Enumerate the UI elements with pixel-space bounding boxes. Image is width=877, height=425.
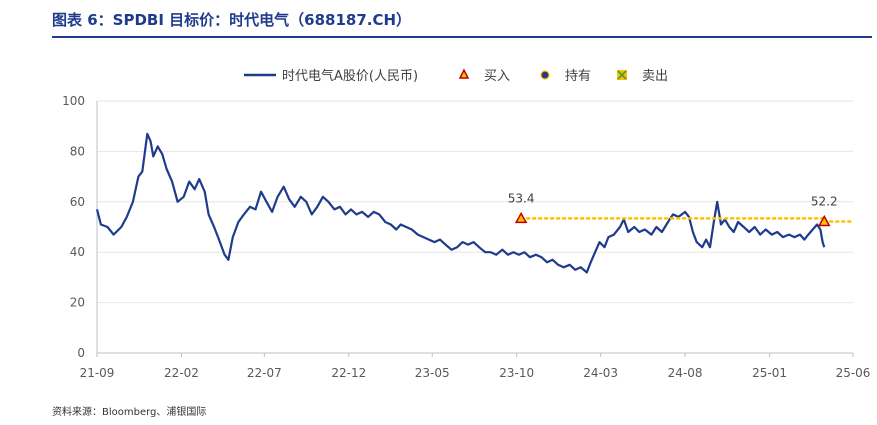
title-divider <box>52 36 872 38</box>
legend-hold-swatch <box>540 70 550 80</box>
price-line <box>95 132 826 274</box>
source-note: 资料来源：Bloomberg、浦银国际 <box>52 407 207 418</box>
buy-marker <box>818 214 831 227</box>
x-tick-label: 22-02 <box>164 366 199 380</box>
legend-sell-cross <box>617 70 627 80</box>
x-tick-label: 25-06 <box>836 366 871 380</box>
legend-label: 买入 <box>484 69 510 84</box>
x-tick-label: 22-12 <box>331 366 366 380</box>
y-tick-label: 60 <box>70 195 85 209</box>
legend-label: 时代电气A股价(人民币) <box>282 68 418 84</box>
x-tick-label: 25-01 <box>752 366 787 380</box>
x-tick-label: 23-05 <box>415 366 450 380</box>
chart-title: 图表 6：SPDBI 目标价：时代电气（688187.CH） <box>52 11 412 29</box>
axes: 0 20 40 60 80 100 21-09 22-02 22-07 22-12 23-05 23-… <box>62 94 870 380</box>
y-tick-label: 100 <box>62 94 85 108</box>
x-tick-label: 24-03 <box>583 366 618 380</box>
legend-label: 持有 <box>565 69 591 84</box>
y-tick-label: 0 <box>77 346 85 360</box>
target-price-line <box>519 217 855 223</box>
stock-price-chart: 0 20 40 60 80 100 21-09 22-02 22-07 22-12 23-05 23-… <box>62 68 870 380</box>
legend: 时代电气A股价(人民币) 买入 持有 卖出 <box>244 68 668 84</box>
target-price-label: 52.2 <box>811 194 838 208</box>
y-tick-label: 20 <box>70 296 85 310</box>
buy-marker <box>514 211 528 224</box>
target-price-label: 53.4 <box>508 191 535 205</box>
legend-label: 卖出 <box>642 69 668 84</box>
x-tick-label: 22-07 <box>247 366 282 380</box>
price-series <box>95 132 826 274</box>
x-tick-label: 21-09 <box>80 366 115 380</box>
y-tick-label: 40 <box>70 245 85 259</box>
x-tick-label: 24-08 <box>668 366 703 380</box>
y-tick-label: 80 <box>70 144 85 158</box>
legend-buy-swatch <box>458 68 470 79</box>
gridlines <box>97 100 853 304</box>
rating-markers: 53.4 52.2 <box>508 191 838 227</box>
x-tick-label: 23-10 <box>499 366 534 380</box>
